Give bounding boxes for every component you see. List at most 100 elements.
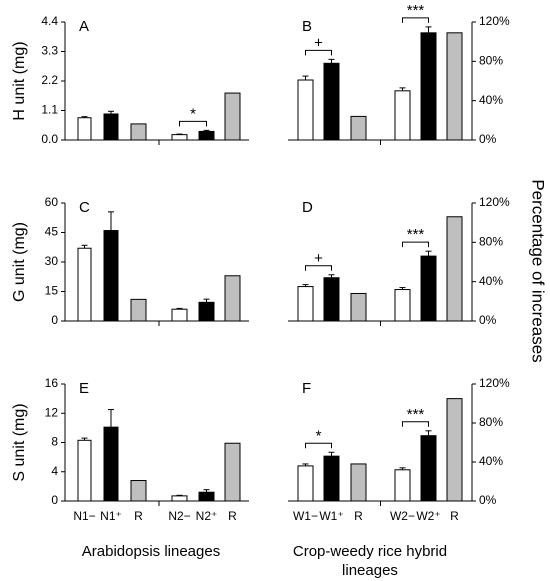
bar-minus-2 xyxy=(171,134,188,141)
y-tick-label: 1.1 xyxy=(41,103,58,117)
bar-plus-2 xyxy=(420,255,437,322)
y-tick-label: 80% xyxy=(479,54,503,68)
panel-B: 0% 40% 80% 120% B+ *** xyxy=(288,2,510,146)
bar-plus-1 xyxy=(323,455,340,502)
y-tick-label: 30 xyxy=(45,254,59,268)
significance-bracket xyxy=(179,120,207,127)
panel-letter: C xyxy=(79,199,90,216)
y-tick-label: 40% xyxy=(479,274,503,288)
bar-R-2 xyxy=(224,275,241,322)
x-tick-label: N1⁺ xyxy=(100,509,122,523)
x-tick-label: W1− xyxy=(293,509,318,523)
significance-bracket xyxy=(402,17,429,23)
y-tick-label: 60 xyxy=(45,195,59,209)
y-tick-label: 15 xyxy=(45,284,59,298)
bar-plus-2 xyxy=(198,301,215,322)
panel-letter: D xyxy=(302,199,313,216)
bar-minus-2 xyxy=(394,289,411,322)
panel-D: 0% 40% 80% 120% D + *** xyxy=(288,195,510,327)
arabidopsis-lineages-label: Arabidopsis lineages xyxy=(82,543,220,560)
panel-letter: A xyxy=(79,18,89,35)
bar-minus-2 xyxy=(171,308,188,322)
bar-R-2 xyxy=(446,216,463,322)
significance-label: * xyxy=(190,105,196,122)
bar-plus-2 xyxy=(198,130,215,141)
bar-R-1 xyxy=(130,298,147,322)
rice-lineages-label-line2: lineages xyxy=(342,562,398,579)
y-tick-label: 80% xyxy=(479,415,503,429)
significance-bracket xyxy=(402,241,429,248)
x-tick-label: R xyxy=(450,509,459,523)
bar-R-1 xyxy=(130,480,147,502)
bar-R-1 xyxy=(350,463,367,502)
significance-bracket xyxy=(402,421,429,427)
x-tick-label: W2− xyxy=(390,509,415,523)
bar-R-2 xyxy=(224,92,241,141)
y-axis-title: H unit (mg) xyxy=(11,41,28,120)
y-tick-label: 0% xyxy=(479,493,497,507)
y-tick-label: 120% xyxy=(479,14,510,28)
x-tick-label: W1⁺ xyxy=(319,509,343,523)
bar-minus-1 xyxy=(297,286,314,322)
bar-minus-2 xyxy=(394,90,411,141)
x-tick-label: W2⁺ xyxy=(416,509,440,523)
y-tick-label: 4 xyxy=(51,464,58,478)
y-tick-label: 0% xyxy=(479,313,497,327)
bar-plus-1 xyxy=(323,277,340,322)
bar-minus-2 xyxy=(394,469,411,502)
panel-F: 0%40%80%120%F**** xyxy=(288,376,510,507)
significance-label: + xyxy=(314,250,323,267)
panel-letter: E xyxy=(79,380,89,397)
bar-plus-1 xyxy=(323,62,340,141)
bar-minus-1 xyxy=(77,117,92,141)
panel-A: 0.0 1.1 2.2 3.3 4.4 A H unit (mg) * xyxy=(11,14,249,146)
y-tick-label: 0% xyxy=(479,132,497,146)
bar-plus-1 xyxy=(103,230,119,322)
significance-label: * xyxy=(316,427,322,444)
y-tick-label: 45 xyxy=(45,225,59,239)
panels-layer: 0.01.12.23.34.4 AH unit (mg) *0%40%80%120%… xyxy=(11,2,510,507)
significance-label: *** xyxy=(407,2,425,19)
significance-bracket xyxy=(305,442,332,449)
significance-bracket xyxy=(305,265,332,271)
y-tick-label: 40% xyxy=(479,454,503,468)
y-tick-label: 0.0 xyxy=(41,132,58,146)
y-tick-label: 4.4 xyxy=(41,14,58,28)
significance-label: + xyxy=(314,34,323,51)
y-tick-label: 2.2 xyxy=(41,73,58,87)
bar-plus-2 xyxy=(420,32,437,141)
bar-R-2 xyxy=(224,442,241,502)
y-tick-label: 8 xyxy=(51,435,58,449)
bar-plus-1 xyxy=(103,113,119,141)
significance-bracket xyxy=(305,49,332,56)
y-tick-label: 12 xyxy=(45,405,59,419)
bar-minus-1 xyxy=(297,79,314,141)
panel-C: 0 15 30 45 60 C G unit (mg) xyxy=(11,195,249,327)
y-tick-label: 40% xyxy=(479,93,503,107)
y-tick-label: 0 xyxy=(51,313,58,327)
bar-minus-1 xyxy=(77,247,92,322)
x-tick-label: R xyxy=(354,509,363,523)
x-tick-label: R xyxy=(228,509,237,523)
bar-R-2 xyxy=(446,398,463,502)
y-tick-label: 120% xyxy=(479,195,510,209)
x-tick-label: N2⁺ xyxy=(196,509,218,523)
y-tick-label: 120% xyxy=(479,376,510,390)
bar-plus-2 xyxy=(420,435,437,502)
y-tick-label: 3.3 xyxy=(41,44,58,58)
bar-plus-2 xyxy=(198,491,215,502)
significance-label: *** xyxy=(407,226,425,243)
x-tick-label: R xyxy=(134,509,143,523)
y-tick-label: 16 xyxy=(45,376,59,390)
y-tick-label: 0 xyxy=(51,493,58,507)
x-tick-label: N1− xyxy=(73,509,95,523)
x-tick-labels: N1− N1⁺ R N2− N2⁺ R W1− W1⁺ R W2− W2⁺ R xyxy=(73,509,459,523)
bar-minus-2 xyxy=(171,495,188,502)
panel-letter: F xyxy=(302,380,311,397)
bar-R-1 xyxy=(130,123,147,141)
significance-label: *** xyxy=(407,406,425,423)
right-axis-title: Percentage of increases xyxy=(529,179,548,362)
panel-letter: B xyxy=(302,18,312,35)
x-tick-label: N2− xyxy=(168,509,190,523)
